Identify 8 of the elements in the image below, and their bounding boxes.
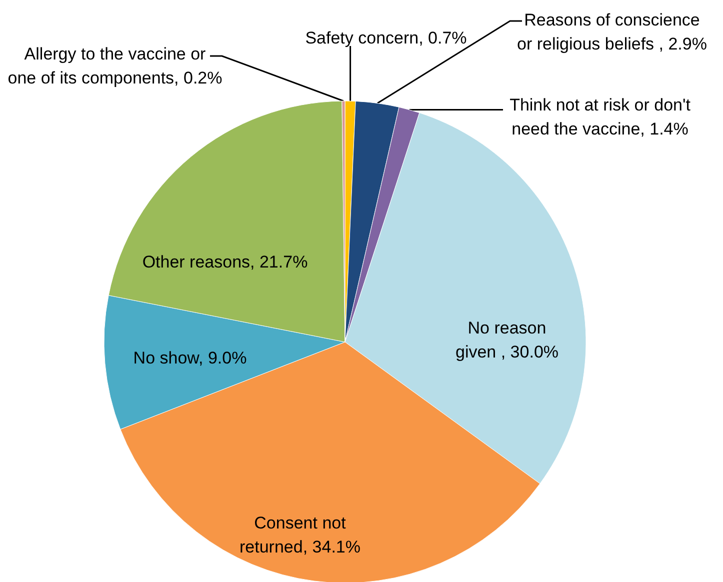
slice-label: No reason given , 30.0% xyxy=(455,318,559,362)
slice-label: Reasons of conscience or religious beliefs , 2.9% xyxy=(517,10,707,54)
slice-label: Safety concern, 0.7% xyxy=(305,28,467,48)
slice-label: Other reasons, 21.7% xyxy=(142,252,308,272)
slice-label: No show, 9.0% xyxy=(133,348,247,368)
slice-label: Think not at risk or don't need the vaccine, 1.4% xyxy=(510,96,691,138)
slice-label: Consent not returned, 34.1% xyxy=(240,514,360,556)
slice-label: Allergy to the vaccine or one of its components, 0.2% xyxy=(8,44,222,88)
